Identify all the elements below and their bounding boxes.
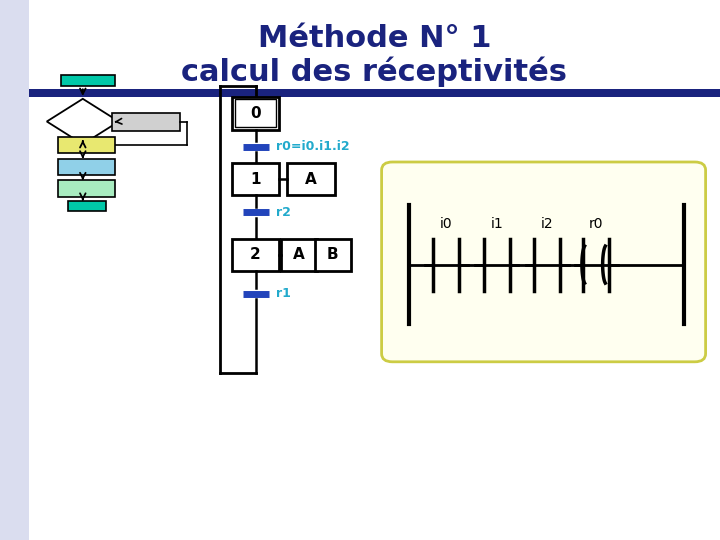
Text: r2: r2 — [276, 206, 291, 219]
Text: A: A — [305, 172, 317, 187]
Text: r0=i0.i1.i2: r0=i0.i1.i2 — [276, 140, 349, 153]
Bar — [232, 97, 279, 130]
Bar — [29, 89, 720, 97]
Text: 1: 1 — [251, 172, 261, 187]
Text: i1: i1 — [490, 217, 503, 231]
Text: r1: r1 — [276, 287, 291, 300]
Bar — [287, 163, 335, 195]
Bar — [112, 113, 180, 131]
Bar — [0, 0, 35, 540]
Bar — [58, 137, 115, 153]
Bar — [61, 75, 115, 86]
Bar — [315, 239, 351, 271]
Bar — [68, 201, 106, 211]
Text: 2: 2 — [251, 247, 261, 262]
FancyBboxPatch shape — [382, 162, 706, 362]
Text: r0: r0 — [589, 217, 603, 231]
Polygon shape — [47, 99, 119, 144]
Text: Méthode N° 1: Méthode N° 1 — [258, 24, 491, 53]
Text: i2: i2 — [541, 217, 554, 231]
Bar — [232, 239, 279, 271]
Bar — [58, 180, 115, 197]
Bar — [281, 239, 317, 271]
Text: calcul des réceptivités: calcul des réceptivités — [181, 57, 567, 87]
Text: A: A — [293, 247, 305, 262]
Bar — [58, 159, 115, 175]
Bar — [232, 163, 279, 195]
Bar — [235, 99, 276, 127]
Text: 0: 0 — [251, 106, 261, 121]
Text: B: B — [327, 247, 338, 262]
Text: i0: i0 — [440, 217, 453, 231]
